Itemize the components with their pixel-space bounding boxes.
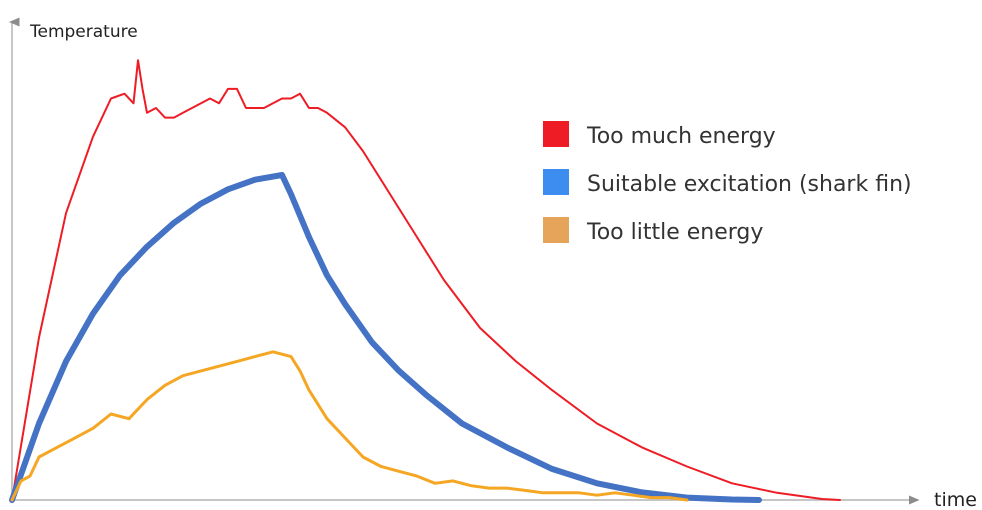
legend-swatch-3: [543, 217, 569, 243]
legend-label-3: Too little energy: [586, 220, 763, 245]
series-line-1: [11, 59, 841, 501]
legend-label-1: Too much energy: [586, 124, 776, 149]
series-line-3: [10, 350, 689, 502]
y-axis-label: Temperature: [29, 22, 138, 42]
legend-label-2: Suitable excitation (shark fin): [587, 172, 912, 197]
legend: Too much energy Suitable excitation (shar…: [543, 121, 912, 245]
x-axis-label: time: [934, 489, 977, 510]
legend-swatch-1: [543, 121, 569, 147]
series-line-2: [9, 172, 762, 503]
series-layer: [9, 59, 841, 503]
legend-swatch-2: [543, 169, 569, 195]
